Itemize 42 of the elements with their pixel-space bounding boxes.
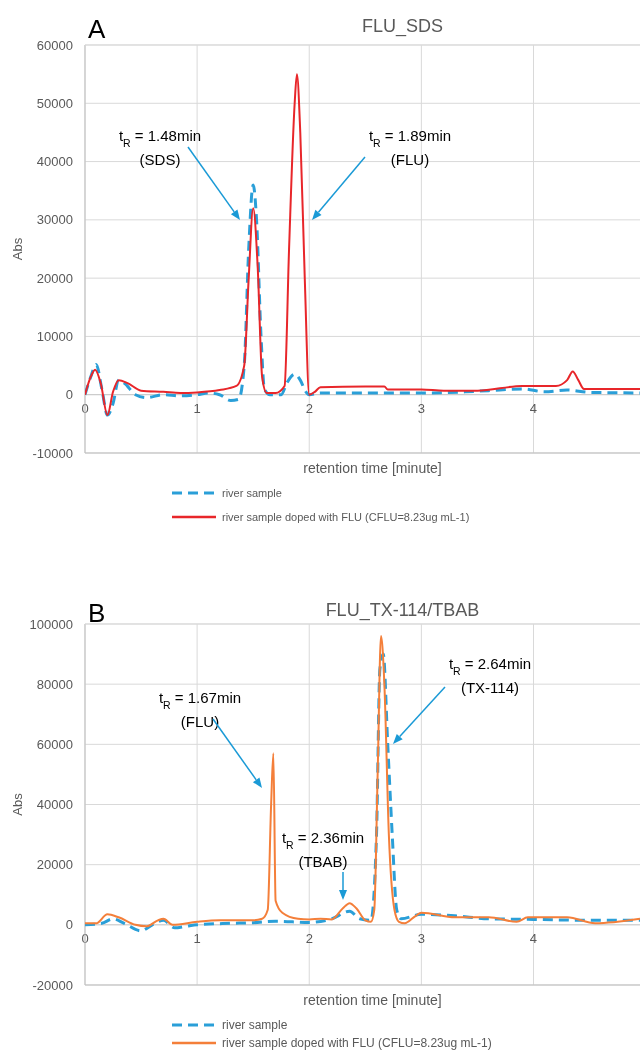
x-tick-label: 1 <box>193 400 201 416</box>
y-tick-label: 50000 <box>36 95 73 111</box>
y-axis-title: Abs <box>10 792 25 816</box>
y-tick-label: 80000 <box>36 676 73 692</box>
x-tick-label: 0 <box>81 400 89 416</box>
y-tick-label: 10000 <box>36 328 73 344</box>
x-tick-label: 4 <box>529 400 538 416</box>
y-tick-label: 30000 <box>36 212 73 228</box>
y-axis-title: Abs <box>10 237 25 261</box>
x-tick-label: 2 <box>305 930 313 946</box>
text: A <box>88 14 106 44</box>
x-tick-label: 0 <box>81 930 89 946</box>
x-tick-label: 3 <box>417 930 425 946</box>
y-tick-label: 60000 <box>36 37 73 53</box>
y-tick-label: 0 <box>65 917 73 933</box>
chart-title: FLU_TX-114/TBAB <box>325 600 480 621</box>
legend-label: river sample <box>222 1018 288 1033</box>
y-tick-label: 40000 <box>36 797 73 813</box>
x-axis-title: retention time [minute] <box>303 460 442 476</box>
y-tick-label: -20000 <box>32 977 73 993</box>
y-tick-label: 20000 <box>36 270 73 286</box>
x-tick-label: 2 <box>305 400 313 416</box>
annotation: t$_{R}$ = 2.64min (TX-114) <box>448 655 532 696</box>
y-tick-label: 20000 <box>36 857 73 873</box>
annotation: B <box>88 598 106 628</box>
x-tick-label: 1 <box>193 930 201 946</box>
x-tick-label: 4 <box>529 930 538 946</box>
chart-title: FLU_SDS <box>361 16 444 37</box>
y-tick-label: -10000 <box>32 445 73 461</box>
legend-label: river sample doped with FLU (CFLU=8.23ug mL-1) <box>222 1036 492 1051</box>
x-axis-title: retention time [minute] <box>303 992 442 1008</box>
x-tick-label: 3 <box>417 400 425 416</box>
y-tick-label: 0 <box>65 387 73 403</box>
legend-label: river sample doped with FLU (CFLU=8.23ug mL-1) <box>222 510 470 523</box>
annotation: t$_{R}$ = 1.48min (SDS) <box>118 127 202 168</box>
annotation: t$_{R}$ = 1.67min (FLU) <box>158 689 242 730</box>
annotation: t$_{R}$ = 2.36min (TBAB) <box>281 829 365 870</box>
y-tick-label: 40000 <box>36 154 73 170</box>
y-tick-label: 60000 <box>36 736 73 752</box>
legend-label: river sample <box>222 486 282 499</box>
annotation: t$_{R}$ = 1.89min (FLU) <box>368 127 452 168</box>
y-tick-label: 100000 <box>29 616 73 632</box>
